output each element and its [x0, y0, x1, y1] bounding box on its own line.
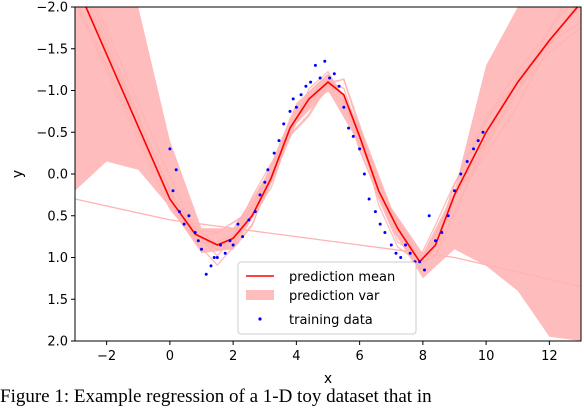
x-tick-label: 10	[478, 349, 495, 364]
prediction-mean-line	[85, 7, 579, 263]
training-point	[174, 168, 178, 172]
training-point	[453, 189, 456, 193]
x-tick-label: 8	[419, 349, 427, 364]
training-point	[440, 231, 444, 234]
training-point	[378, 222, 382, 226]
training-point	[187, 214, 191, 218]
training-point	[389, 243, 393, 247]
axes: −2 0 2 4 6 8 10 12 −2.0 −1.5 −1.0 −0.5 0.0 0.5 1.0 1.5 2…	[36, 1, 557, 365]
training-point	[223, 251, 227, 255]
training-point	[288, 109, 292, 113]
training-point	[193, 231, 197, 234]
y-tick-label: −0.5	[36, 126, 68, 141]
y-tick-label: −1.5	[36, 42, 68, 57]
training-point	[228, 239, 232, 243]
training-point	[171, 189, 175, 193]
x-tick-label: −2	[97, 349, 116, 364]
training-point	[291, 97, 295, 101]
training-point	[465, 160, 469, 163]
training-point	[472, 147, 475, 151]
training-point	[294, 105, 298, 109]
training-point	[258, 193, 262, 197]
training-point	[362, 172, 366, 176]
training-point	[266, 168, 270, 172]
figure-caption: Figure 1: Example regression of a 1-D to…	[0, 386, 432, 407]
x-tick-label: 0	[166, 349, 174, 364]
y-tick-label: 0.5	[47, 209, 68, 224]
training-point	[253, 210, 257, 214]
training-point	[481, 130, 485, 134]
training-point	[367, 197, 371, 201]
training-point	[200, 247, 203, 251]
training-point	[434, 239, 437, 243]
legend-var-label: prediction var	[289, 289, 380, 304]
x-tick-label: 6	[355, 349, 363, 364]
legend-training-swatch	[258, 317, 262, 321]
training-point	[404, 243, 407, 247]
training-point	[309, 80, 313, 84]
training-point	[212, 256, 216, 259]
training-point	[182, 222, 186, 226]
plot-area	[75, 7, 581, 341]
y-tick-label: 1.5	[47, 293, 68, 308]
x-tick-label: 4	[292, 349, 300, 364]
training-point	[383, 231, 387, 234]
training-point	[282, 122, 286, 126]
training-point	[313, 63, 317, 67]
y-tick-label: −1.0	[36, 84, 68, 99]
training-point	[332, 72, 336, 76]
y-tick-label: 1.0	[47, 251, 68, 266]
training-point	[423, 268, 426, 272]
training-point	[318, 76, 322, 80]
training-point	[263, 180, 267, 184]
sample-curve	[93, 7, 581, 263]
y-tick-label: −2.0	[36, 1, 68, 16]
training-point	[247, 218, 251, 222]
x-tick-label: 2	[229, 349, 237, 364]
training-point	[231, 243, 235, 247]
training-point	[304, 84, 308, 88]
training-point	[358, 147, 362, 151]
training-point	[177, 210, 181, 214]
training-point	[215, 256, 219, 259]
x-axis-label: x	[324, 371, 332, 387]
legend-box	[237, 261, 417, 335]
training-point	[299, 93, 303, 97]
training-point	[323, 59, 327, 63]
training-point	[476, 139, 480, 143]
training-point	[241, 235, 245, 239]
training-point	[168, 147, 172, 151]
x-tick-label: 12	[541, 349, 558, 364]
training-point	[219, 243, 222, 247]
training-point	[204, 272, 208, 276]
y-tick-label: 0.0	[47, 168, 68, 183]
training-point	[427, 214, 431, 218]
training-point	[277, 139, 281, 143]
legend-var-swatch	[246, 290, 274, 300]
training-point	[272, 151, 276, 155]
training-point	[209, 264, 213, 268]
training-point	[328, 76, 332, 80]
legend-mean-label: prediction mean	[289, 270, 395, 285]
training-point	[342, 105, 346, 109]
legend-training-label: training data	[289, 313, 373, 328]
training-point	[418, 260, 422, 264]
y-tick-label: 2.0	[47, 335, 68, 350]
training-point	[337, 84, 341, 88]
training-point	[196, 239, 200, 243]
training-point	[373, 210, 377, 214]
training-point	[459, 172, 463, 176]
training-point	[394, 251, 398, 255]
training-point	[408, 251, 412, 255]
sample-curve	[75, 198, 581, 288]
y-axis-label: y	[10, 170, 26, 178]
training-point	[347, 126, 351, 130]
training-point	[446, 214, 450, 218]
training-point	[399, 256, 403, 259]
training-point	[236, 222, 240, 226]
legend: prediction mean prediction var training …	[237, 261, 417, 335]
training-point	[351, 134, 355, 138]
